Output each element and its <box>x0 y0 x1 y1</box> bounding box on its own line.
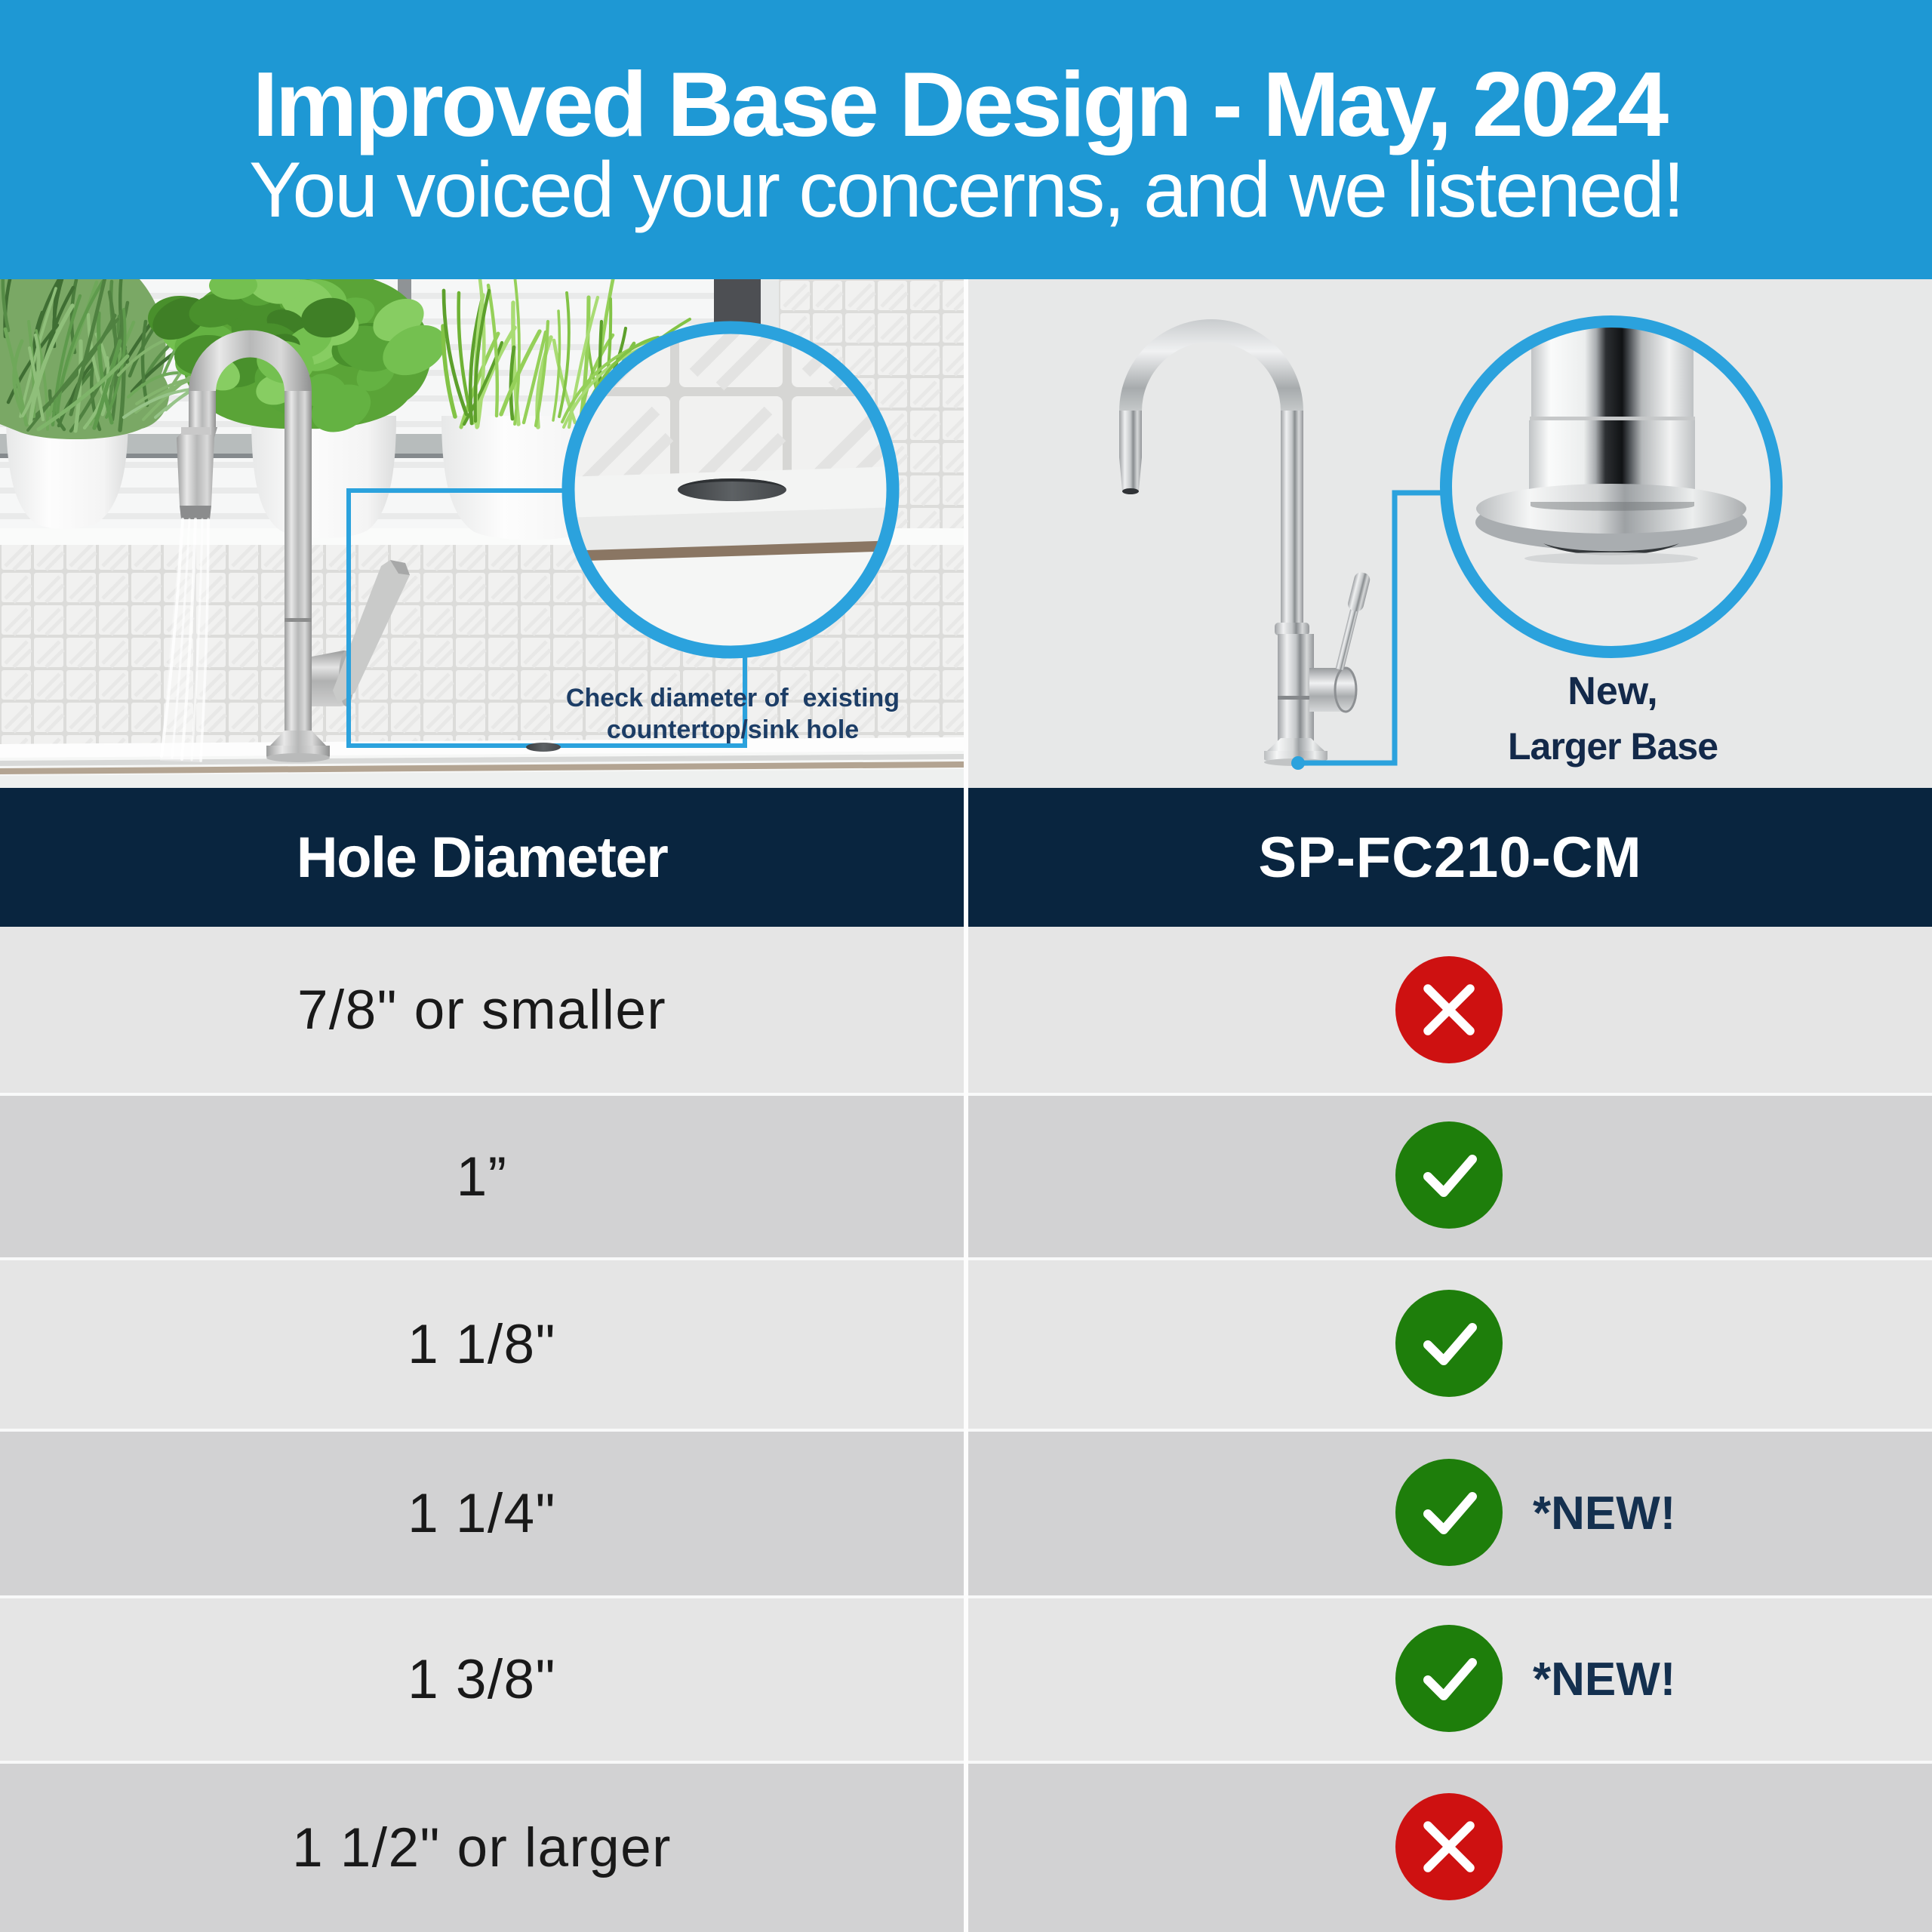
svg-text:Larger Base: Larger Base <box>1508 725 1718 768</box>
svg-text:New,: New, <box>1567 669 1657 713</box>
svg-text:countertop/sink hole: countertop/sink hole <box>607 715 859 744</box>
svg-text:Check diameter of existing: Check diameter of existing <box>566 684 900 712</box>
